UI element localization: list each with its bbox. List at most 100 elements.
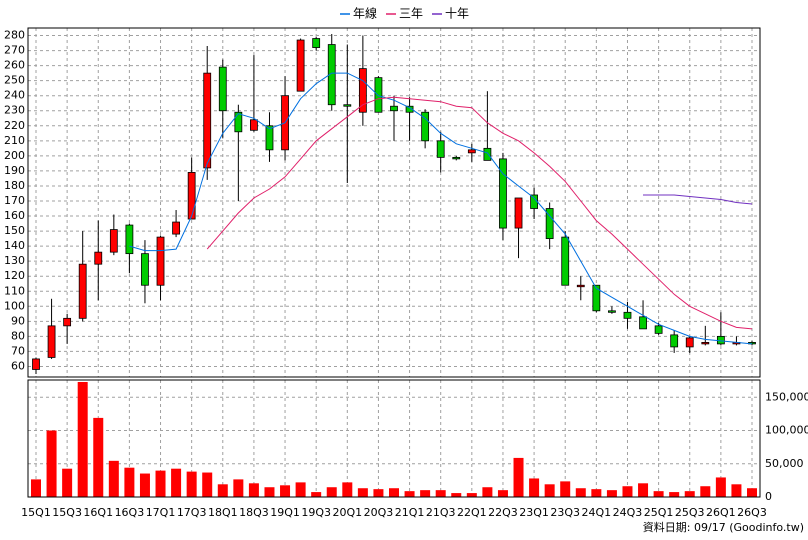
candle-body (234, 111, 243, 133)
volume-bar (435, 490, 446, 497)
volume-bar (233, 479, 244, 497)
y2-tick-label: 100,000 (765, 424, 808, 437)
candle-body (374, 77, 383, 113)
volume-bar (62, 468, 73, 497)
x-tick-label: 25Q1 (644, 506, 674, 519)
candle-body (436, 140, 445, 158)
volume-bar (202, 472, 213, 497)
volume-bar (124, 467, 135, 497)
candle-body (187, 172, 196, 220)
candle-body (608, 310, 616, 313)
y-tick-label: 220 (4, 119, 25, 132)
volume-bar (295, 482, 306, 497)
volume-bar (404, 491, 415, 497)
volume-bar (373, 489, 384, 497)
volume-bar (591, 489, 602, 497)
volume-bar (684, 491, 695, 497)
candle-body (499, 158, 507, 229)
volume-bar (731, 484, 742, 497)
volume-bar (497, 490, 508, 497)
y-tick-label: 120 (4, 269, 25, 282)
volume-panel (28, 380, 760, 497)
volume-bar (46, 430, 57, 497)
volume-bar (139, 473, 150, 497)
ma-line (206, 96, 753, 330)
volume-bar (342, 482, 353, 497)
y-tick-label: 150 (4, 224, 25, 237)
candle-body (716, 335, 725, 345)
candle-body (623, 311, 632, 319)
y2-tick-label: 50,000 (765, 457, 804, 470)
candle-body (156, 236, 165, 286)
candle-body (390, 105, 398, 112)
candle-body (639, 316, 647, 330)
y-tick-label: 190 (4, 164, 25, 177)
candle-body (94, 251, 103, 265)
x-tick-label: 18Q1 (208, 506, 238, 519)
volume-bar (560, 481, 571, 497)
volume-bar (217, 484, 228, 497)
volume-bar (622, 486, 633, 497)
volume-bar (482, 487, 493, 497)
volume-bar (108, 460, 119, 497)
volume-bar (326, 487, 337, 497)
y-tick-label: 110 (4, 284, 25, 297)
y-tick-label: 170 (4, 194, 25, 207)
candle-body (530, 194, 538, 209)
candle-body (327, 44, 336, 106)
volume-bar (155, 470, 166, 497)
x-tick-label: 23Q3 (550, 506, 580, 519)
y-tick-label: 280 (4, 29, 25, 42)
x-tick-label: 21Q1 (395, 506, 425, 519)
legend-label: 十年 (445, 7, 469, 21)
x-tick-label: 19Q3 (301, 506, 331, 519)
volume-bar (248, 483, 259, 497)
volume-bar (280, 485, 291, 497)
candle-body (343, 104, 352, 107)
x-tick-label: 24Q3 (613, 506, 643, 519)
x-tick-label: 20Q1 (332, 506, 362, 519)
y-tick-label: 70 (11, 344, 25, 357)
candle-body (421, 111, 430, 142)
volume-bar (93, 417, 104, 497)
volume-bar (669, 492, 680, 497)
x-tick-label: 18Q3 (239, 506, 269, 519)
candle-body (203, 72, 212, 169)
volume-bar (638, 483, 649, 497)
candle-body (514, 197, 523, 229)
candle-body (141, 253, 149, 286)
volume-bar (466, 493, 477, 497)
candle-body (561, 236, 570, 286)
volume-bar (544, 484, 555, 497)
volume-bar (715, 477, 726, 497)
volume-bar (747, 488, 757, 497)
volume-bar (420, 490, 431, 497)
y-tick-label: 90 (11, 314, 25, 327)
source: 資料日期: 09/17 (Goodinfo.tw) (643, 520, 804, 534)
y-tick-label: 260 (4, 59, 25, 72)
candle-body (312, 38, 321, 48)
candle-body (483, 147, 492, 161)
x-tick-label: 23Q1 (519, 506, 549, 519)
x-tick-label: 17Q1 (146, 506, 176, 519)
y2-tick-label: 150,000 (765, 390, 808, 403)
volume-bar (77, 381, 88, 497)
y-tick-label: 270 (4, 44, 25, 57)
candle-body (32, 358, 40, 370)
candle-body (109, 229, 118, 253)
legend-label: 年線 (353, 6, 377, 21)
x-tick-label: 22Q3 (488, 506, 518, 519)
candle-body (78, 263, 87, 319)
x-tick-label: 16Q1 (83, 506, 113, 519)
volume-bar (31, 479, 41, 497)
legend-label: 三年 (399, 7, 423, 21)
candle-body (545, 208, 554, 240)
candle-body (358, 68, 367, 113)
volume-bar (653, 491, 664, 497)
volume-bar (700, 486, 711, 497)
candle-body (125, 224, 134, 255)
candle-body (265, 125, 274, 151)
y-tick-label: 80 (11, 329, 25, 342)
y-tick-label: 100 (4, 299, 25, 312)
